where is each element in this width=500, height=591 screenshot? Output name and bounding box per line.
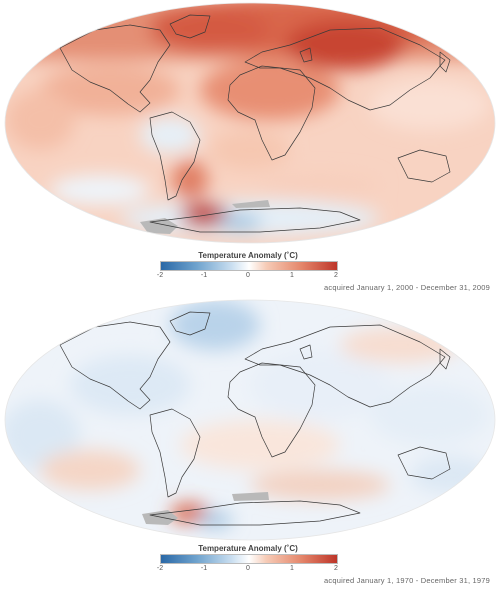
map-panel-2000s: Temperature Anomaly (˚C) -2 -1 0 1 2 acq…: [0, 0, 500, 295]
tick-label: 0: [246, 272, 250, 279]
color-scale-bar: [160, 261, 338, 271]
tick-label: 2: [334, 565, 338, 572]
tick-label: -2: [156, 565, 164, 572]
legend-title: Temperature Anomaly (˚C): [198, 251, 298, 260]
color-scale-bar: [160, 554, 338, 564]
legend-1970s: Temperature Anomaly (˚C) -2 -1 0 1 2: [157, 543, 338, 574]
tick-label: 1: [290, 272, 294, 279]
acquisition-caption: acquired January 1, 1970 - December 31, …: [324, 576, 490, 585]
tick-label: -2: [156, 272, 164, 279]
world-map-1970s: [4, 299, 496, 541]
tick-label: 2: [334, 272, 338, 279]
legend-ticks: -2 -1 0 1 2: [157, 564, 338, 574]
tick-label: 0: [246, 565, 250, 572]
tick-label: -1: [200, 565, 208, 572]
legend-title: Temperature Anomaly (˚C): [198, 544, 298, 553]
world-map-2000s: [4, 2, 496, 244]
legend-2000s: Temperature Anomaly (˚C) -2 -1 0 1 2: [157, 250, 338, 281]
map-panel-1970s: Temperature Anomaly (˚C) -2 -1 0 1 2 acq…: [0, 295, 500, 591]
acquisition-caption: acquired January 1, 2000 - December 31, …: [324, 283, 490, 292]
legend-ticks: -2 -1 0 1 2: [157, 271, 338, 281]
tick-label: 1: [290, 565, 294, 572]
tick-label: -1: [200, 272, 208, 279]
